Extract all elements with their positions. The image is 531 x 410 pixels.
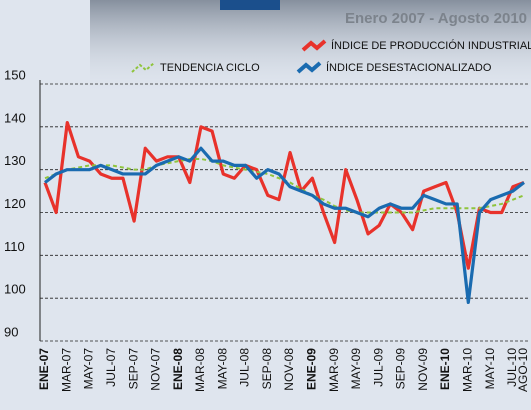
x-tick-label: MAR-07 — [59, 348, 73, 392]
legend-label: ÍNDICE DE PRODUCCIÓN INDUSTRIAL — [331, 39, 531, 52]
y-tick-label: 90 — [4, 324, 18, 339]
x-tick-label: MAY-09 — [349, 348, 363, 390]
legend-label: TENDENCIA CICLO — [160, 62, 260, 74]
x-tick-label: MAY-08 — [215, 348, 229, 390]
x-tick-label: SEP-07 — [126, 348, 140, 390]
legend-label: ÍNDICE DESESTACIONALIZADO — [326, 61, 492, 74]
y-tick-label: 140 — [4, 110, 26, 125]
x-tick-label: MAY-10 — [483, 348, 497, 390]
y-tick-label: 110 — [4, 239, 25, 254]
x-tick-label: JUL-08 — [238, 348, 252, 387]
x-tick-label: MAR-09 — [327, 348, 341, 392]
x-tick-label: AGO-10 — [516, 348, 530, 392]
subtitle: Enero 2007 - Agosto 2010 — [345, 10, 527, 27]
x-tick-label: MAR-08 — [193, 348, 207, 392]
x-tick-label: ENE-08 — [171, 348, 185, 390]
y-tick-label: 120 — [4, 196, 26, 211]
x-tick-label: ENE-09 — [305, 348, 319, 390]
x-tick-label: MAR-10 — [460, 348, 474, 392]
header-bar — [220, 0, 280, 10]
x-tick-label: ENE-07 — [37, 348, 51, 390]
y-tick-label: 100 — [4, 282, 26, 297]
x-tick-label: JUL-07 — [104, 348, 118, 387]
x-tick-label: SEP-09 — [394, 348, 408, 390]
x-tick-label: MAY-07 — [82, 348, 96, 390]
x-tick-label: ENE-10 — [438, 348, 452, 390]
y-tick-label: 130 — [4, 153, 26, 168]
x-tick-label: NOV-08 — [282, 348, 296, 391]
chart: Enero 2007 - Agosto 2010 90 100 110 120 130 1… — [0, 0, 531, 410]
x-tick-label: NOV-07 — [149, 348, 163, 391]
y-tick-label: 150 — [4, 67, 26, 82]
x-tick-label: JUL-09 — [371, 348, 385, 387]
x-tick-label: SEP-08 — [260, 348, 274, 390]
x-tick-label: NOV-09 — [416, 348, 430, 391]
